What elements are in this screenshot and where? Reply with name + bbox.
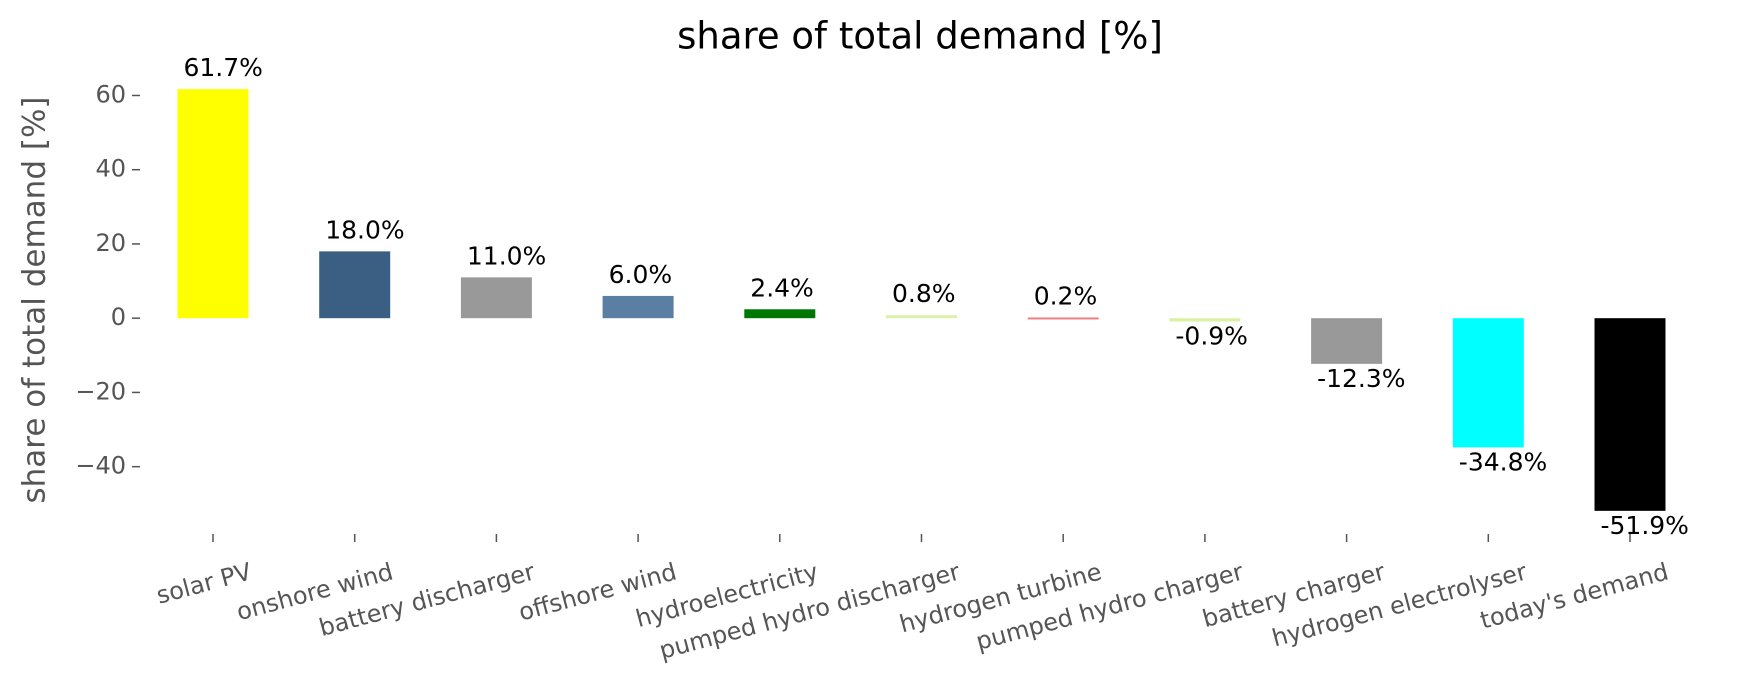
value-label: 11.0% <box>467 241 546 270</box>
bar <box>319 251 391 319</box>
bar <box>886 315 957 319</box>
value-label: 0.8% <box>892 279 956 308</box>
value-label: 0.2% <box>1034 281 1098 310</box>
bar <box>1169 318 1241 322</box>
value-label: 61.7% <box>184 53 263 82</box>
bar <box>1027 317 1099 320</box>
y-axis-label: share of total demand [%] <box>17 96 53 503</box>
value-label: -0.9% <box>1175 322 1248 351</box>
bar <box>744 309 816 319</box>
bar <box>1452 318 1524 448</box>
value-label: -34.8% <box>1459 447 1547 476</box>
bar <box>1594 318 1666 511</box>
y-tick-label: 0 <box>111 303 126 331</box>
bar <box>1311 318 1383 364</box>
bar <box>602 295 674 319</box>
value-label: -51.9% <box>1601 511 1689 540</box>
value-label: 6.0% <box>609 260 673 289</box>
chart-title: share of total demand [%] <box>677 15 1163 58</box>
value-label: 18.0% <box>325 215 404 244</box>
y-tick-label: −40 <box>75 452 126 480</box>
y-tick-label: −20 <box>75 377 126 405</box>
bar <box>460 277 532 319</box>
value-label: 2.4% <box>750 273 814 302</box>
bar <box>177 89 249 319</box>
value-label: -12.3% <box>1317 364 1405 393</box>
y-tick-label: 20 <box>95 229 126 257</box>
y-tick-label: 60 <box>95 80 126 108</box>
y-tick-label: 40 <box>95 155 126 183</box>
